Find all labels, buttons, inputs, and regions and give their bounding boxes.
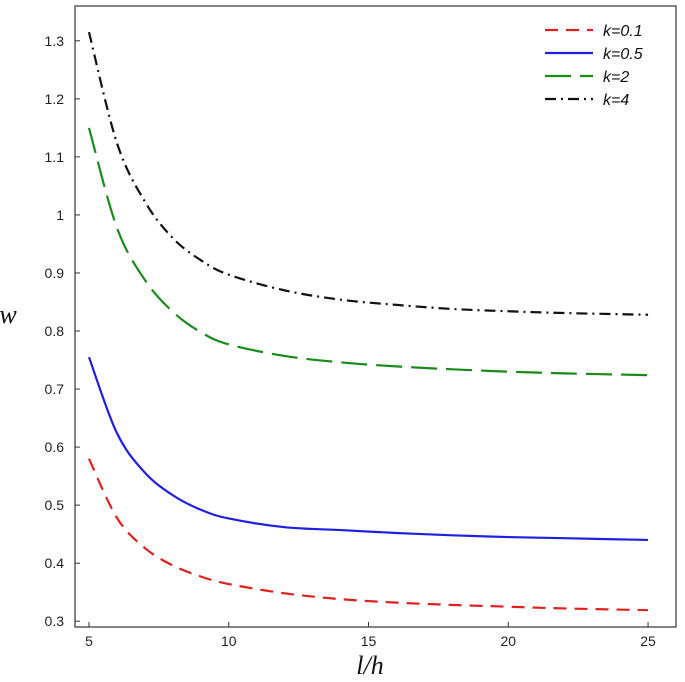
y-tick-label: 0.3 xyxy=(45,613,65,629)
x-tick-label: 15 xyxy=(361,633,377,649)
y-tick-label: 1.3 xyxy=(45,33,65,49)
plot-frame xyxy=(74,5,677,628)
legend-label: k=4 xyxy=(603,92,629,109)
series-lines xyxy=(87,31,649,612)
series-line-k-0-1 xyxy=(87,458,649,612)
y-tick-label: 1 xyxy=(56,207,64,223)
x-tick-label: 20 xyxy=(500,633,516,649)
y-tick-label: 0.8 xyxy=(45,323,65,339)
x-tick-label: 10 xyxy=(221,633,237,649)
y-tick-label: 0.4 xyxy=(45,555,65,571)
y-axis-ticks: 0.3 0.4 0.5 0.6 0.7 0.8 0.9 1 1.1 1.2 1.3 xyxy=(45,33,80,629)
y-tick-label: 0.9 xyxy=(45,265,65,281)
x-axis-title: l/h xyxy=(356,651,383,680)
x-axis-ticks: 5 10 15 20 25 xyxy=(85,622,656,649)
x-tick-label: 25 xyxy=(640,633,656,649)
y-axis-title: w xyxy=(0,300,17,329)
legend-label: k=2 xyxy=(603,69,629,86)
legend-label: k=0.5 xyxy=(603,46,643,63)
y-tick-label: 0.7 xyxy=(45,381,65,397)
series-line-k-2 xyxy=(87,127,649,377)
legend: k=0.1 k=0.5 k=2 k=4 xyxy=(545,23,643,109)
series-line-k-0-5 xyxy=(87,356,649,542)
legend-label: k=0.1 xyxy=(603,23,643,40)
x-tick-label: 5 xyxy=(85,633,93,649)
y-tick-label: 0.5 xyxy=(45,497,65,513)
y-tick-label: 1.2 xyxy=(45,91,65,107)
y-tick-label: 0.6 xyxy=(45,439,65,455)
series-line-k-4 xyxy=(87,31,649,316)
y-tick-label: 1.1 xyxy=(45,149,65,165)
